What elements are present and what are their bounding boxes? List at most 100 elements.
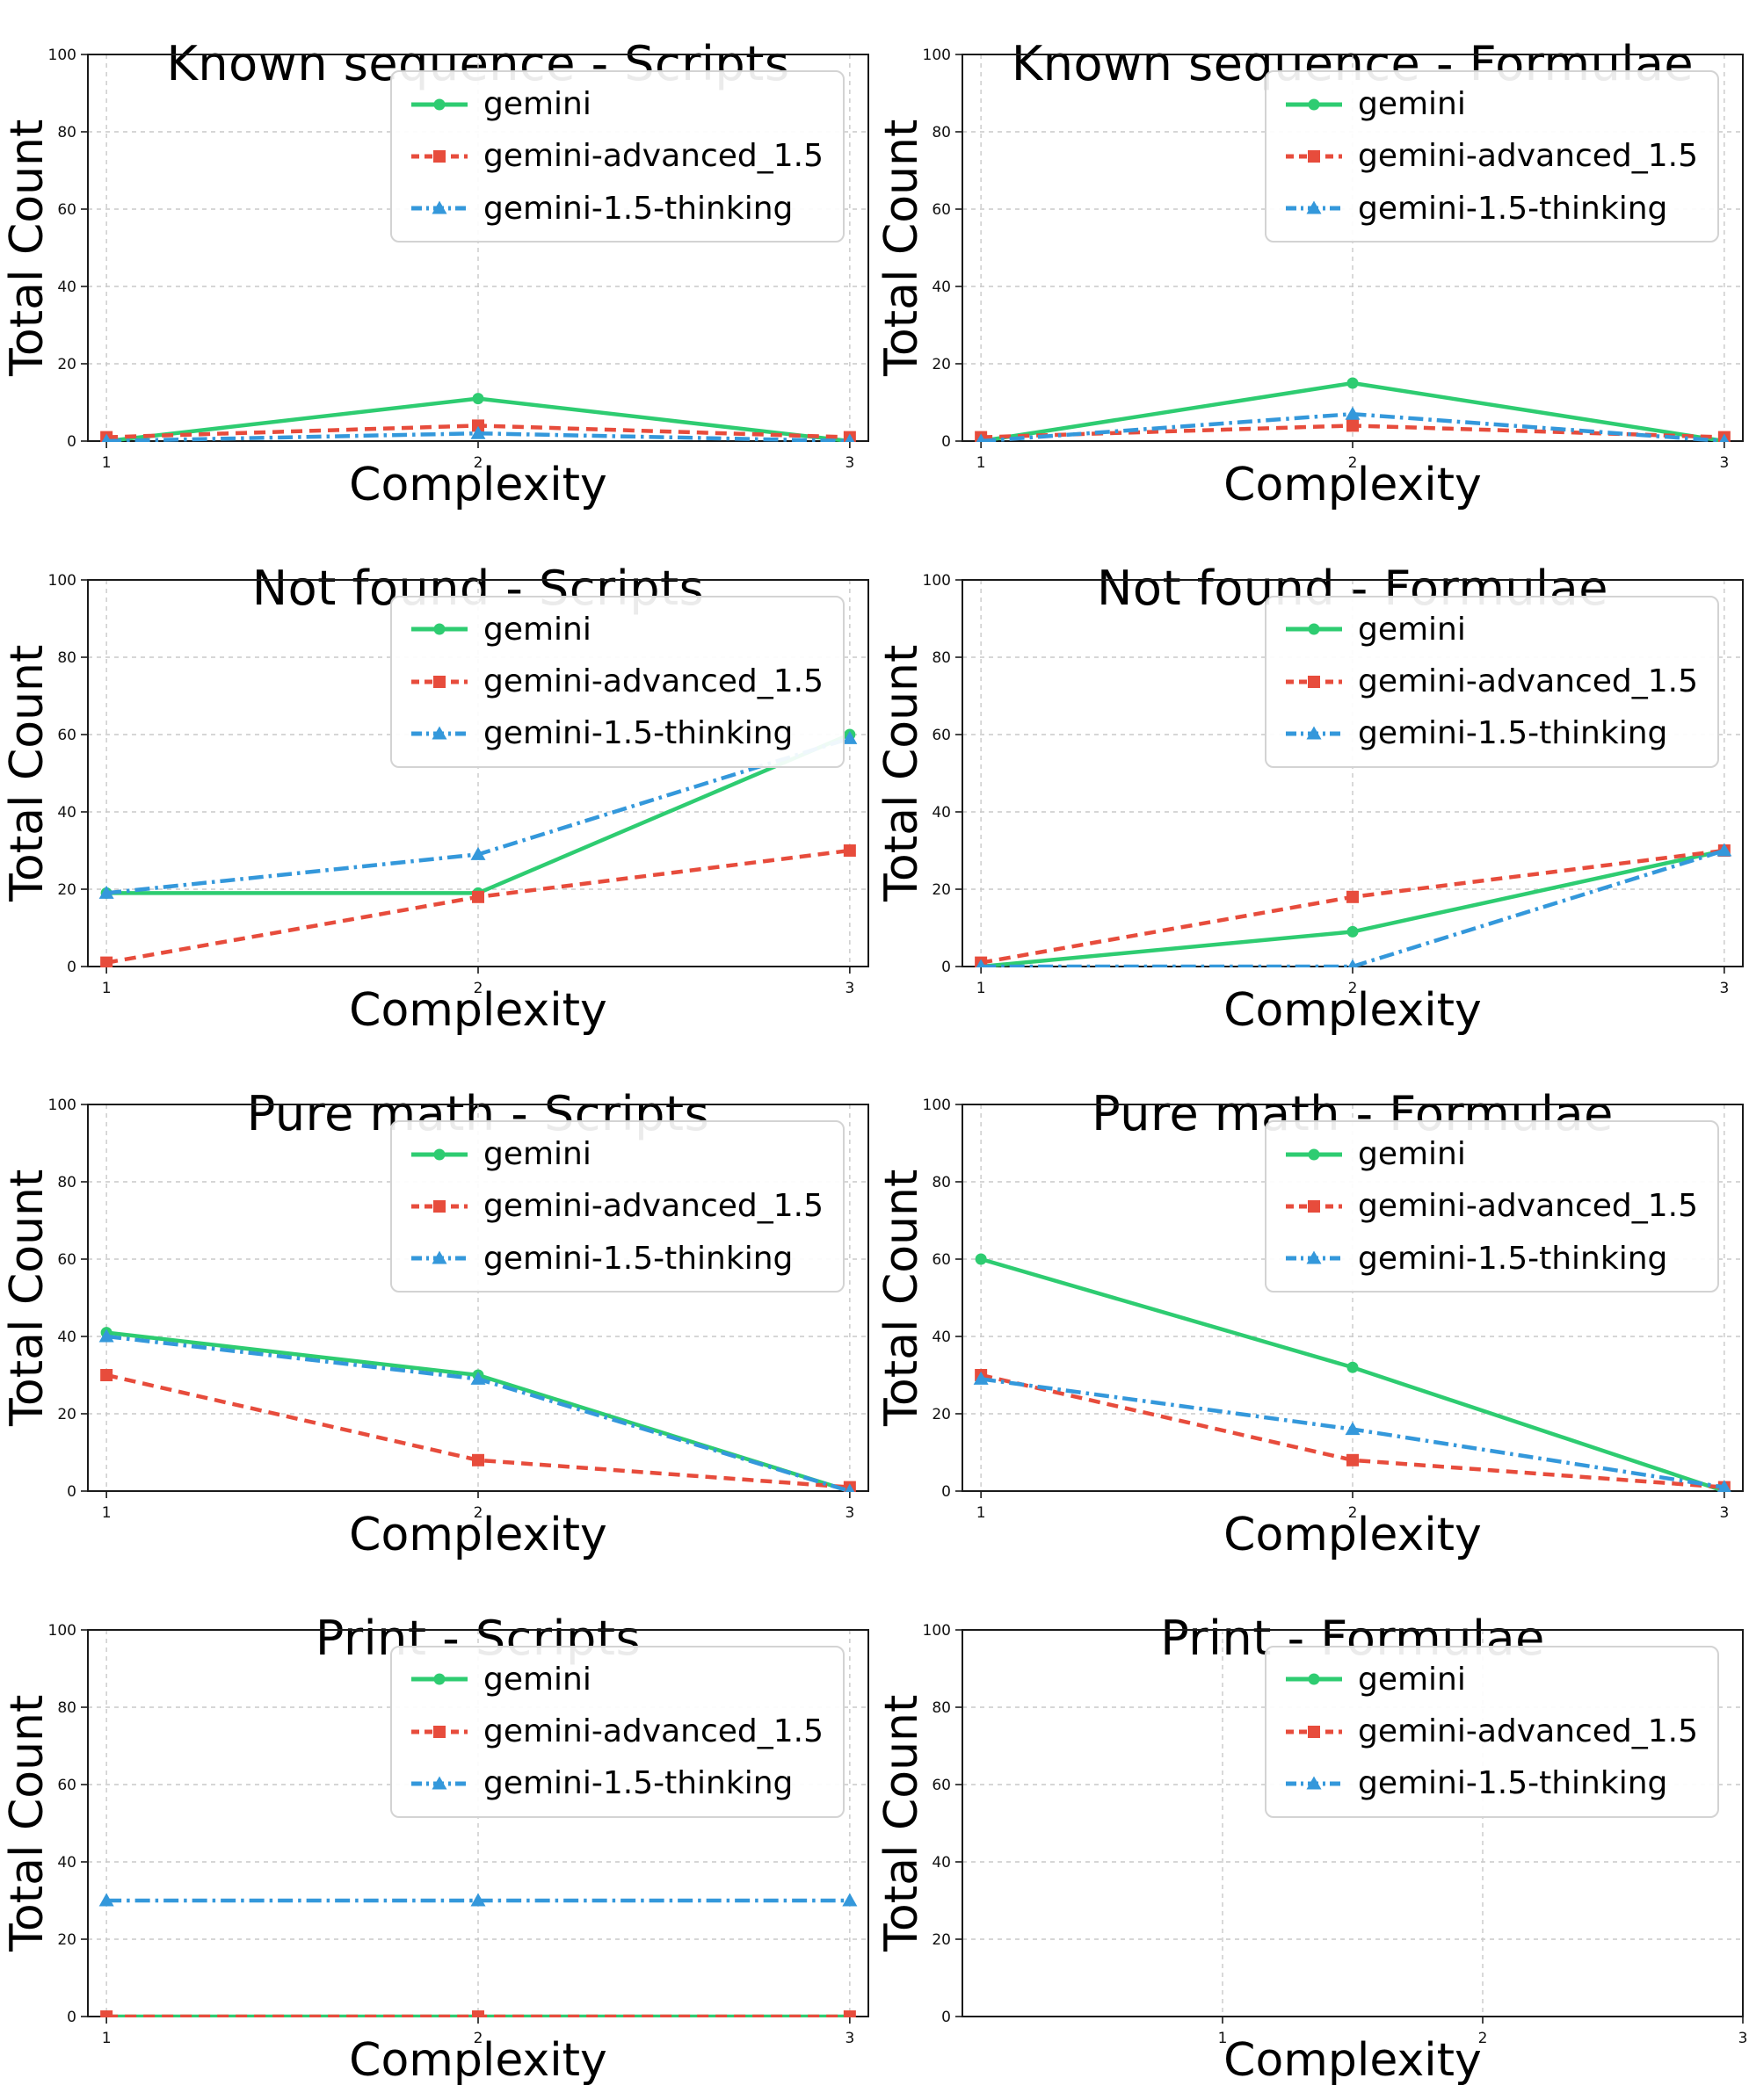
axis-ticks: 1 2 3 0 20 40 60 80 100 [48, 47, 855, 472]
gemini-1-5-thinking-marker-icon [98, 1329, 114, 1343]
legend-box: gemini gemini-advanced_1.5 gemini-1.5-th… [1264, 1120, 1719, 1293]
gemini-advanced-1-5-marker-icon [100, 2009, 113, 2017]
legend-line-sample-gemini-thinking [410, 200, 468, 214]
gemini-1-5-thinking-marker-icon [470, 1371, 486, 1385]
x-tick-label: 3 [845, 1504, 854, 1522]
y-tick-label: 0 [941, 433, 951, 451]
y-tick-label: 80 [57, 649, 76, 667]
legend-row: gemini-advanced_1.5 [1284, 138, 1698, 174]
x-axis-label: Complexity [349, 2033, 607, 2087]
axis-ticks: 1 2 3 0 20 40 60 80 100 [923, 572, 1730, 997]
series-gemini-1-5-thinking [976, 843, 1732, 967]
gemini-marker-icon [433, 623, 446, 635]
subplot-pure-math-scripts: Pure math - Scripts Total Count 1 2 3 0 20 40… [0, 1050, 874, 1575]
legend-row: gemini [1284, 1136, 1698, 1172]
y-tick-label: 80 [57, 124, 76, 141]
gemini-1-5-thinking-marker-icon [842, 730, 858, 744]
y-tick-label: 20 [57, 356, 76, 373]
legend-label: gemini [1357, 611, 1466, 648]
gemini-marker-icon [1346, 925, 1359, 938]
legend-row: gemini-advanced_1.5 [1284, 1713, 1698, 1749]
legend-row: gemini-1.5-thinking [410, 191, 824, 227]
y-tick-label: 0 [941, 1483, 951, 1501]
x-tick-label: 1 [102, 980, 112, 997]
legend-label: gemini [483, 86, 591, 122]
legend-row: gemini [410, 86, 824, 122]
series-gemini-advanced-1-5 [100, 2009, 856, 2017]
legend-line-sample-gemini-advanced [410, 675, 468, 688]
y-tick-label: 40 [932, 1329, 951, 1346]
y-tick-label: 100 [923, 47, 951, 64]
series-gemini-1-5-thinking [98, 1893, 858, 1906]
x-tick-label: 2 [474, 2030, 483, 2047]
x-axis-label: Complexity [349, 1509, 607, 1561]
gemini-marker-icon [433, 1673, 446, 1685]
legend-label: gemini-1.5-thinking [483, 190, 794, 227]
y-tick-label: 20 [932, 881, 951, 899]
legend-line-sample-gemini [410, 1148, 468, 1161]
x-tick-label: 3 [1719, 454, 1729, 472]
x-axis-label: Complexity [1223, 2033, 1482, 2087]
x-tick-label: 2 [1478, 2030, 1488, 2047]
legend-line-sample-gemini-thinking [1285, 200, 1342, 214]
x-tick-label: 2 [474, 980, 483, 997]
y-tick-label: 60 [932, 727, 951, 744]
x-tick-label: 2 [1348, 1504, 1358, 1522]
gemini-1-5-thinking-marker-icon [976, 433, 986, 442]
y-tick-label: 60 [57, 727, 76, 744]
x-axis-label: Complexity [349, 459, 607, 511]
legend-row: gemini [410, 1136, 824, 1172]
gemini-advanced-1-5-marker-icon [432, 1725, 446, 1738]
legend-box: gemini gemini-advanced_1.5 gemini-1.5-th… [389, 1645, 845, 1818]
gemini-1-5-thinking-marker-icon [432, 1250, 447, 1264]
series-gemini-1-5-thinking [101, 425, 855, 442]
y-tick-label: 40 [932, 804, 951, 822]
gemini-advanced-1-5-marker-icon [843, 844, 856, 857]
gemini-advanced-1-5-marker-icon [472, 2009, 484, 2017]
gemini-advanced-1-5-marker-icon [1307, 1725, 1320, 1738]
series-gemini-1-5-thinking [976, 406, 1730, 442]
y-tick-label: 80 [932, 1699, 951, 1717]
legend-line-sample-gemini-advanced [410, 150, 468, 163]
gemini-marker-icon [1308, 1148, 1320, 1161]
legend-line-sample-gemini-advanced [410, 1725, 468, 1738]
legend-label: gemini-1.5-thinking [483, 1765, 794, 1802]
legend-label: gemini [483, 611, 591, 648]
x-tick-label: 2 [474, 1504, 483, 1522]
legend-line-sample-gemini [1285, 623, 1342, 635]
gemini-marker-icon [1308, 623, 1320, 635]
axis-ticks: 1 2 3 0 20 40 60 80 100 [923, 47, 1730, 472]
gemini-marker-icon [1346, 1361, 1359, 1373]
legend-line-sample-gemini-advanced [410, 1200, 468, 1213]
legend-line-sample-gemini [410, 623, 468, 635]
legend-row: gemini-advanced_1.5 [410, 138, 824, 174]
y-tick-label: 40 [57, 279, 76, 296]
subplot-not-found-formulae: Not found - Formulae Total Count 1 2 3 0 20 4… [874, 525, 1749, 1050]
axis-ticks: 1 2 3 0 20 40 60 80 100 [48, 572, 855, 997]
y-tick-label: 80 [57, 1699, 76, 1717]
subplot-pure-math-formulae: Pure math - Formulae Total Count 1 2 3 0 20 4… [874, 1050, 1749, 1575]
gemini-advanced-1-5-marker-icon [843, 2009, 856, 2017]
gemini-1-5-thinking-marker-icon [845, 1483, 855, 1492]
x-axis-label: Complexity [1223, 1509, 1482, 1561]
x-tick-label: 1 [976, 980, 986, 997]
x-tick-label: 3 [845, 2030, 854, 2047]
subplot-print-formulae: Print - Formulae Total Count 1 2 3 0 20 40 60 8… [874, 1575, 1749, 2100]
legend-row: gemini [410, 612, 824, 648]
gemini-1-5-thinking-marker-icon [1347, 959, 1358, 967]
plot-area: 1 2 3 0 20 40 60 80 100 [923, 47, 1744, 472]
gemini-1-5-thinking-marker-icon [1716, 843, 1732, 856]
y-tick-label: 40 [57, 804, 76, 822]
gemini-advanced-1-5-marker-icon [1307, 1200, 1320, 1213]
gemini-1-5-thinking-marker-icon [101, 433, 112, 442]
y-tick-label: 100 [48, 47, 76, 64]
y-tick-label: 20 [57, 881, 76, 899]
legend-label: gemini-advanced_1.5 [1357, 1713, 1698, 1749]
y-tick-label: 20 [57, 1406, 76, 1423]
legend-label: gemini-advanced_1.5 [483, 663, 824, 699]
gemini-1-5-thinking-marker-icon [1306, 1250, 1322, 1264]
legend-box: gemini gemini-advanced_1.5 gemini-1.5-th… [389, 1120, 845, 1293]
gemini-marker-icon [433, 98, 446, 111]
y-tick-label: 0 [67, 959, 76, 976]
